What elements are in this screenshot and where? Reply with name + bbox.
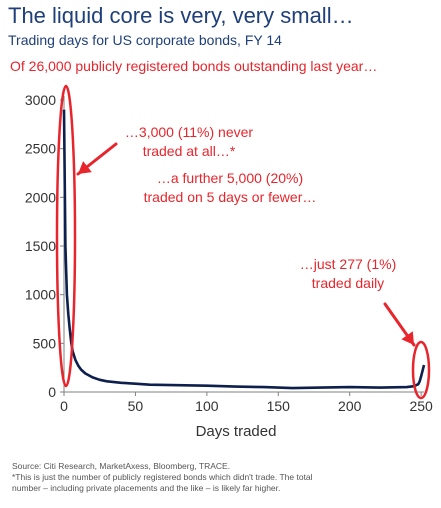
x-axis-label: Days traded [196, 423, 277, 440]
arrow-right-head [401, 331, 414, 345]
annotation-text: traded on 5 days or fewer… [144, 189, 317, 205]
x-tick-label: 250 [409, 398, 433, 414]
left-highlight-oval [55, 84, 77, 388]
arrow-left-head [78, 161, 92, 174]
footer: Source: Citi Research, MarketAxess, Bloo… [12, 461, 432, 494]
chart-title: The liquid core is very, very small… [8, 3, 354, 28]
x-tick-label: 150 [267, 398, 291, 414]
chart-subtitle: Trading days for US corporate bonds, FY … [8, 32, 282, 48]
y-tick-label: 1000 [25, 287, 56, 303]
annotation-text: traded at all…* [143, 143, 236, 159]
right-highlight-oval [411, 340, 431, 400]
series-line [62, 109, 426, 390]
annotation-text: …3,000 (11%) never [125, 124, 253, 140]
y-tick-label: 1500 [25, 238, 56, 254]
lead-annotation: Of 26,000 publicly registered bonds outs… [10, 58, 378, 74]
annotation-text: …just 277 (1%) [300, 256, 396, 272]
x-tick-label: 200 [338, 398, 362, 414]
y-tick-label: 0 [48, 384, 56, 400]
x-tick-label: 0 [60, 398, 68, 414]
annotation-text: traded daily [312, 275, 384, 291]
footnote-line-1: *This is just the number of publicly reg… [12, 472, 313, 482]
source-note: Source: Citi Research, MarketAxess, Bloo… [12, 461, 231, 471]
y-tick-label: 2500 [25, 141, 56, 157]
y-tick-label: 500 [33, 335, 57, 351]
x-tick-label: 100 [195, 398, 219, 414]
annotation-text: …a further 5,000 (20%) [157, 170, 303, 186]
y-tick-label: 2000 [25, 189, 56, 205]
y-tick-label: 3000 [25, 92, 56, 108]
footnote-line-2: number – including private placements an… [12, 483, 281, 493]
x-tick-label: 50 [128, 398, 144, 414]
